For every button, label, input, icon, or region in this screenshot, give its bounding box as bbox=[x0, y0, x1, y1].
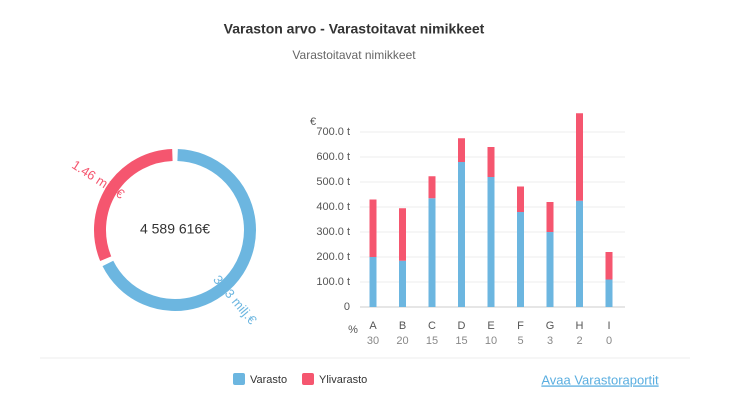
report-link[interactable]: Avaa Varastoraportit bbox=[541, 372, 659, 387]
bar-segment bbox=[428, 176, 436, 199]
bar-segment bbox=[399, 260, 406, 307]
x-sub-label: 30 bbox=[367, 335, 379, 347]
y-tick-label: 400.0 t bbox=[316, 201, 350, 213]
bar-segment bbox=[605, 279, 613, 307]
x-sub-label: 5 bbox=[517, 335, 523, 347]
bar-segment bbox=[546, 232, 554, 307]
x-tick-label: G bbox=[546, 320, 555, 332]
bar-segment bbox=[458, 138, 465, 162]
x-sub-label: 15 bbox=[426, 335, 438, 347]
legend-swatch bbox=[233, 373, 245, 385]
bar-segment bbox=[517, 212, 524, 307]
x-sub-label: 0 bbox=[606, 335, 612, 347]
y-tick-label: 300.0 t bbox=[316, 226, 350, 238]
bar-segment bbox=[546, 202, 554, 232]
bar-segment bbox=[428, 198, 436, 307]
legend-label: Varasto bbox=[250, 374, 287, 386]
subtitle: Varastoitavat nimikkeet bbox=[292, 48, 416, 62]
bar-segment bbox=[458, 162, 465, 307]
bar-segment bbox=[369, 257, 377, 307]
x-sub-label: 10 bbox=[485, 335, 497, 347]
bar-segment bbox=[369, 199, 377, 257]
y-tick-label: 0 bbox=[344, 301, 350, 313]
x-sub-label: % bbox=[348, 324, 358, 336]
bar-segment bbox=[576, 200, 583, 307]
x-tick-label: D bbox=[458, 320, 466, 332]
legend-label: Ylivarasto bbox=[319, 374, 367, 386]
y-tick-label: 700.0 t bbox=[316, 126, 350, 138]
legend-swatch bbox=[302, 373, 314, 385]
bar-segment bbox=[576, 113, 583, 201]
x-tick-label: I bbox=[607, 320, 610, 332]
y-tick-label: 100.0 t bbox=[316, 276, 350, 288]
bar-segment bbox=[399, 208, 406, 261]
donut-segment bbox=[102, 149, 256, 311]
y-tick-label: 500.0 t bbox=[316, 176, 350, 188]
donut-center: 4 589 616€ bbox=[140, 221, 210, 237]
x-sub-label: 3 bbox=[547, 335, 553, 347]
x-tick-label: A bbox=[369, 320, 377, 332]
x-tick-label: H bbox=[576, 320, 584, 332]
title: Varaston arvo - Varastoitavat nimikkeet bbox=[224, 21, 485, 37]
donut-segment bbox=[94, 149, 173, 262]
x-tick-label: E bbox=[487, 320, 494, 332]
bar-segment bbox=[487, 177, 495, 307]
y-axis-label: € bbox=[310, 116, 316, 128]
x-sub-label: 20 bbox=[396, 335, 408, 347]
x-tick-label: F bbox=[517, 320, 524, 332]
x-sub-label: 2 bbox=[576, 335, 582, 347]
y-tick-label: 200.0 t bbox=[316, 251, 350, 263]
bar-segment bbox=[517, 186, 524, 212]
y-tick-label: 600.0 t bbox=[316, 151, 350, 163]
bar-segment bbox=[487, 147, 495, 177]
x-tick-label: C bbox=[428, 320, 436, 332]
x-tick-label: B bbox=[399, 320, 406, 332]
bar-segment bbox=[605, 252, 613, 280]
x-sub-label: 15 bbox=[455, 335, 467, 347]
